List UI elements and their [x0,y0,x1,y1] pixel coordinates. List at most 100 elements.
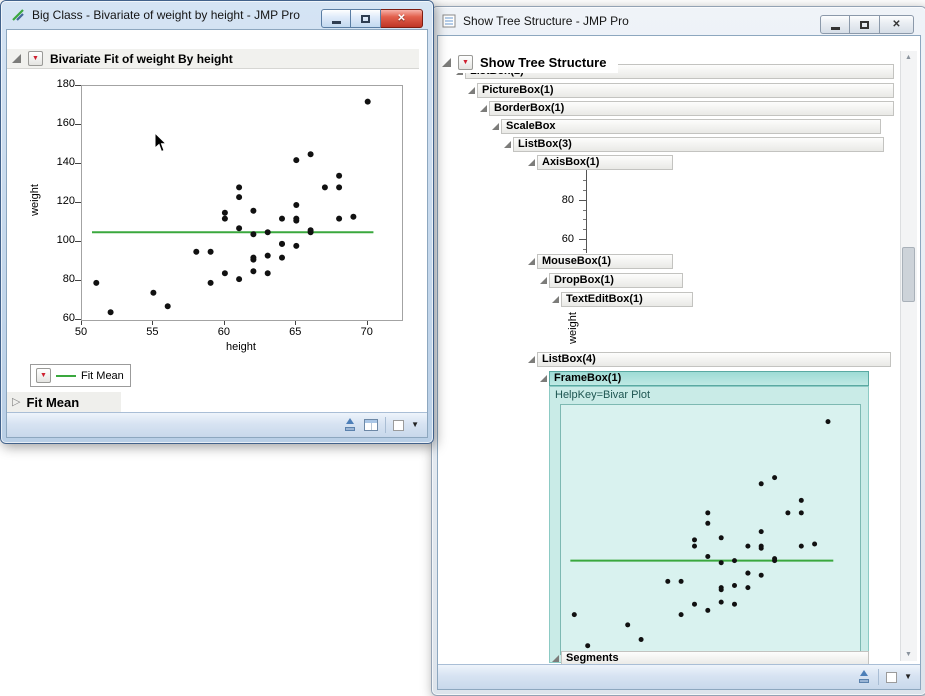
red-triangle-menu[interactable]: ▼ [28,51,43,66]
minimize-icon [331,20,341,24]
axis-fragment-minor-tick [583,180,586,181]
close-icon: ✕ [397,12,406,24]
axis-fragment-minor-tick [583,229,586,230]
report-outline-header[interactable]: ▼ Show Tree Structure [440,53,619,73]
scatter-plot[interactable] [81,85,403,321]
outline-label: Fit Mean [26,394,80,410]
tree-node-texteditbox1[interactable]: TextEditBox(1) [552,292,693,307]
scroll-up-icon[interactable]: ▲ [905,54,912,61]
disclosure-closed-icon[interactable]: ▷ [12,395,21,408]
tree-node-mousebox1[interactable]: MouseBox(1) [528,254,673,269]
tree-node-label: MouseBox(1) [542,255,612,267]
tree-window-icon [441,13,457,29]
disclosure-open-icon[interactable] [528,159,535,166]
titlebar[interactable]: Big Class - Bivariate of weight by heigh… [1,1,433,29]
close-button[interactable]: ✕ [880,15,914,34]
disclosure-open-icon[interactable] [552,296,559,303]
axis-fragment-tick-label: 80 [561,194,574,206]
report-outline-header[interactable]: ▼ Bivariate Fit of weight By height [7,49,419,69]
disclosure-open-icon[interactable] [540,277,547,284]
tree-node-box[interactable]: PictureBox(1) [477,83,894,98]
tree-node-box[interactable]: ListBox(3) [513,137,884,152]
tree-node-label: BorderBox(1) [494,102,565,114]
framebox-scatter-plot[interactable] [560,404,861,655]
minimize-button[interactable] [820,15,850,34]
axis-fragment-tick [579,239,586,240]
disclosure-open-icon[interactable] [442,57,451,67]
report-title: Bivariate Fit of weight By height [50,51,233,66]
framebox-helpkey-caption: HelpKey=Bivar Plot [555,389,651,401]
fit-mean-outline-node[interactable]: ▷ Fit Mean [7,392,121,412]
tree-node-label: FrameBox(1) [554,372,622,384]
scrollbar-thumb[interactable] [902,247,915,302]
tree-node-label: Segments [566,652,619,664]
disclosure-open-icon[interactable] [480,105,487,112]
tree-structure-window: Show Tree Structure - JMP Pro ✕ HelpKey=… [431,6,925,696]
tree-node-box[interactable]: ScaleBox [501,119,881,134]
vertical-scrollbar[interactable]: ▲ ▼ [900,51,917,661]
tree-node-label: DropBox(1) [554,274,614,286]
window-list-icon[interactable] [857,670,871,684]
axis-fragment-minor-tick [583,249,586,250]
tree-node-box[interactable]: DropBox(1) [549,273,683,288]
disclosure-open-icon[interactable] [528,258,535,265]
tree-node-box[interactable]: FrameBox(1) [549,371,869,386]
rotated-axis-title: weight [567,312,579,344]
tree-node-box[interactable]: ListBox(4) [537,352,891,367]
disclosure-open-icon[interactable] [540,375,547,382]
tree-node-label: AxisBox(1) [542,156,600,168]
fit-mean-legend: ▼ Fit Mean [30,364,131,387]
axis-fragment-tick-label: 60 [561,233,574,245]
tree-node-box[interactable]: MouseBox(1) [537,254,673,269]
tree-node-scalebox[interactable]: ScaleBox [492,119,881,134]
axis-fragment-minor-tick [583,210,586,211]
tree-node-box[interactable]: TextEditBox(1) [561,292,693,307]
axis-fragment-line [586,169,587,253]
tree-node-borderbox1[interactable]: BorderBox(1) [480,101,894,116]
scroll-down-icon[interactable]: ▼ [905,651,912,658]
selection-box[interactable] [886,671,898,683]
dropdown-caret-icon[interactable]: ▼ [411,420,419,429]
tree-node-label: PictureBox(1) [482,84,554,96]
maximize-icon [860,20,869,29]
titlebar[interactable]: Show Tree Structure - JMP Pro [432,7,925,35]
tree-node-label: ListBox(4) [542,353,596,365]
close-button[interactable]: ✕ [381,9,423,28]
bivariate-window: Big Class - Bivariate of weight by heigh… [0,0,434,444]
data-table-icon[interactable] [364,419,379,431]
tree-node-box[interactable]: AxisBox(1) [537,155,673,170]
disclosure-open-icon[interactable] [12,54,21,63]
tree-node-box[interactable]: BorderBox(1) [489,101,894,116]
tree-node-picturebox1[interactable]: PictureBox(1) [468,83,894,98]
y-axis-label: weight [29,184,41,216]
tree-node-label: ListBox(3) [518,138,572,150]
tree-node-dropbox1[interactable]: DropBox(1) [540,273,683,288]
mouse-cursor-icon [154,132,168,153]
disclosure-open-icon[interactable] [492,123,499,130]
window-list-icon[interactable] [343,418,357,432]
maximize-button[interactable] [850,15,880,34]
disclosure-open-icon[interactable] [504,141,511,148]
disclosure-open-icon[interactable] [468,87,475,94]
axis-fragment-minor-tick [583,219,586,220]
maximize-button[interactable] [351,9,381,28]
red-triangle-menu[interactable]: ▼ [458,54,473,70]
tree-node-label: ScaleBox [506,120,556,132]
status-bar: ▼ [438,664,920,689]
disclosure-open-icon[interactable] [552,655,559,662]
tree-node-framebox1[interactable]: FrameBox(1) [540,371,869,386]
x-axis-label: height [226,341,256,353]
tree-node-label: TextEditBox(1) [566,293,643,305]
report-title: Show Tree Structure [480,54,607,70]
fit-line-swatch [56,374,76,377]
tree-node-listbox4[interactable]: ListBox(4) [528,352,891,367]
dropdown-caret-icon[interactable]: ▼ [904,672,912,681]
tree-node-axisbox1[interactable]: AxisBox(1) [528,155,673,170]
selection-box[interactable] [393,419,405,431]
tree-structure: ListBox(2)PictureBox(1)BorderBox(1)Scale… [432,7,925,695]
red-triangle-menu[interactable]: ▼ [36,368,51,383]
tree-node-listbox3[interactable]: ListBox(3) [504,137,884,152]
disclosure-open-icon[interactable] [528,356,535,363]
status-bar: ▼ [7,412,427,437]
minimize-button[interactable] [321,9,351,28]
